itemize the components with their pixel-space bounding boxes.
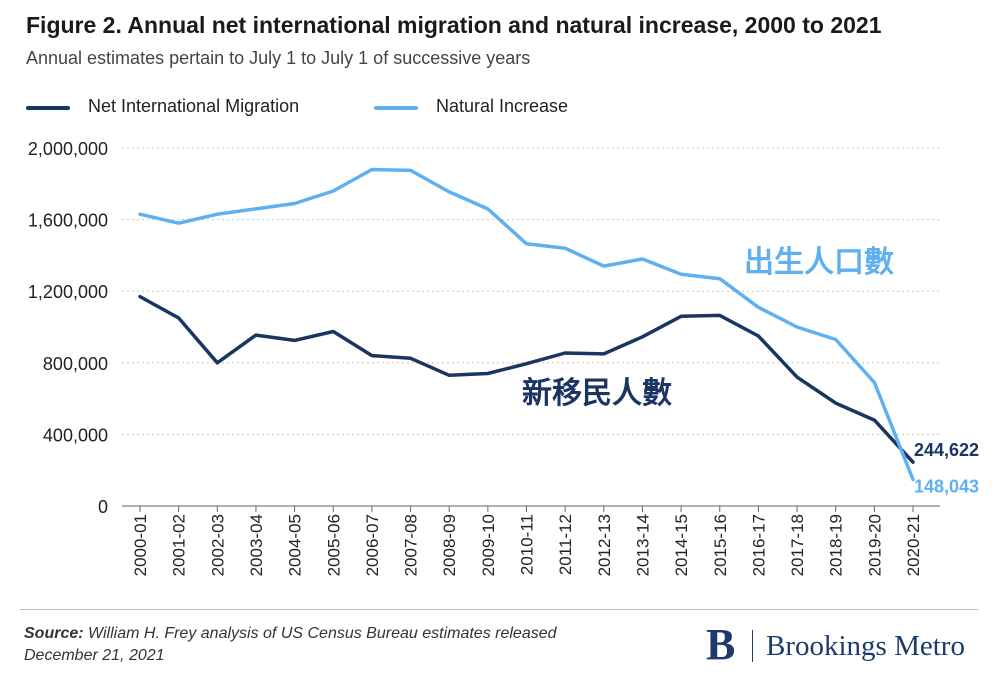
chart-subtitle: Annual estimates pertain to July 1 to Ju… <box>26 48 531 68</box>
y-tick-label: 400,000 <box>43 425 108 445</box>
source-note: Source: William H. Frey analysis of US C… <box>24 623 624 667</box>
end-label-natural: 148,043 <box>914 477 979 497</box>
source-text: William H. Frey analysis of US Census Bu… <box>24 625 557 664</box>
x-tick-label: 2014-15 <box>672 514 691 576</box>
source-label: Source: <box>24 625 84 642</box>
x-tick-label: 2005-06 <box>324 514 343 576</box>
y-tick-label: 2,000,000 <box>28 139 108 159</box>
x-tick-label: 2012-13 <box>595 514 614 576</box>
x-tick-label: 2004-05 <box>286 514 305 576</box>
end-label-migration: 244,622 <box>914 440 979 460</box>
series-line-natural <box>138 167 915 482</box>
y-tick-label: 1,200,000 <box>28 282 108 302</box>
x-tick-label: 2006-07 <box>363 514 382 576</box>
x-tick-label: 2001-02 <box>170 514 189 576</box>
x-tick-label: 2020-21 <box>904 514 923 576</box>
x-tick-label: 2015-16 <box>711 514 730 576</box>
x-tick-label: 2019-20 <box>865 514 884 576</box>
line-chart: 0 400,000 800,000 1,200,000 1,600,000 2,000,0… <box>28 139 979 576</box>
x-tick-label: 2013-14 <box>633 514 652 576</box>
x-tick-label: 2018-19 <box>827 514 846 576</box>
x-tick-label: 2009-10 <box>479 514 498 576</box>
legend-label-natural: Natural Increase <box>436 96 569 116</box>
legend-swatch-natural <box>374 106 418 110</box>
y-tick-label: 0 <box>98 497 108 517</box>
annotation-migration: 新移民人數 <box>522 376 672 411</box>
x-tick-label: 2002-03 <box>208 514 227 576</box>
legend-swatch-migration <box>26 106 70 110</box>
brookings-logo: B Brookings Metro <box>706 620 986 670</box>
brookings-b-icon: B <box>706 620 736 669</box>
annotation-natural-increase: 出生人口數 <box>744 245 894 280</box>
series-line-migration <box>138 294 915 464</box>
x-tick-label: 2016-17 <box>749 514 768 576</box>
footer-divider <box>20 609 978 610</box>
x-tick-label: 2003-04 <box>247 514 266 576</box>
x-tick-label: 2000-01 <box>131 514 150 576</box>
logo-separator <box>752 630 753 662</box>
x-tick-label: 2007-08 <box>402 514 421 576</box>
y-tick-label: 800,000 <box>43 354 108 374</box>
legend-label-migration: Net International Migration <box>88 96 300 116</box>
y-tick-label: 1,600,000 <box>28 211 108 231</box>
brand-name: Brookings Metro <box>766 630 965 662</box>
x-tick-label: 2010-11 <box>518 514 537 575</box>
chart-title: Figure 2. Annual net international migra… <box>26 12 882 38</box>
x-tick-label: 2017-18 <box>788 514 807 576</box>
x-tick-label: 2011-12 <box>556 514 575 575</box>
x-tick-label: 2008-09 <box>440 514 459 576</box>
